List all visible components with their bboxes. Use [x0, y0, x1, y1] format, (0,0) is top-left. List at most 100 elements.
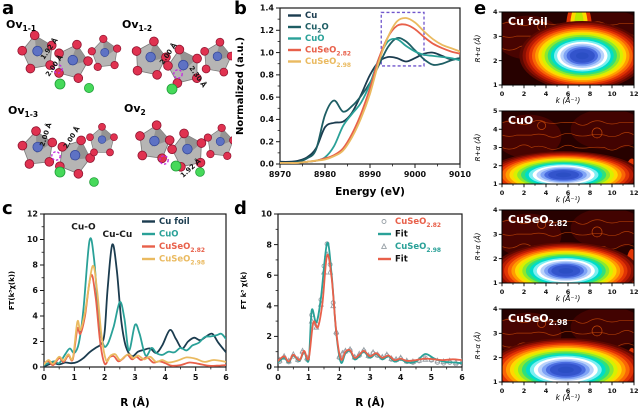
svg-text:1: 1 [306, 373, 312, 382]
svg-text:6: 6 [566, 387, 571, 395]
svg-text:CuO: CuO [159, 230, 179, 240]
svg-text:6: 6 [566, 288, 571, 296]
svg-text:0: 0 [500, 288, 505, 296]
svg-text:10: 10 [27, 235, 39, 244]
svg-text:4: 4 [493, 8, 498, 16]
svg-text:4: 4 [544, 189, 549, 197]
svg-text:R+α (Å): R+α (Å) [473, 232, 482, 260]
svg-text:4: 4 [544, 288, 549, 296]
svg-text:12: 12 [27, 210, 38, 219]
panel-label-e: e [474, 0, 487, 19]
svg-text:Cu-O: Cu-O [71, 222, 96, 232]
svg-text:R (Å): R (Å) [120, 396, 149, 409]
svg-text:1: 1 [72, 373, 78, 382]
svg-text:2: 2 [337, 373, 343, 382]
svg-text:2: 2 [32, 337, 38, 346]
svg-text:2: 2 [493, 57, 498, 65]
svg-text:6: 6 [266, 271, 272, 280]
oxygen-vacancy-icon [53, 64, 63, 74]
svg-text:10: 10 [607, 387, 617, 395]
svg-text:8: 8 [588, 387, 593, 395]
svg-text:4: 4 [544, 90, 549, 98]
svg-text:2: 2 [522, 288, 527, 296]
svg-text:12: 12 [629, 189, 638, 197]
svg-text:10: 10 [261, 210, 273, 219]
svg-text:0.8: 0.8 [260, 71, 275, 80]
svg-text:5: 5 [193, 373, 199, 382]
oxygen-vacancy-icon [159, 155, 169, 165]
svg-text:0.6: 0.6 [260, 93, 275, 102]
svg-text:R (Å): R (Å) [355, 396, 384, 409]
svg-text:k (Å⁻¹): k (Å⁻¹) [556, 195, 581, 204]
panel-b-xanes: b 8970 8980 8990 9000 9010 0.0 0.2 0.4 0.6 0.8 1.0… [232, 0, 472, 200]
svg-text:9010: 9010 [449, 170, 472, 179]
svg-text:8: 8 [588, 189, 593, 197]
svg-text:10: 10 [607, 288, 617, 296]
svg-text:Cu-Cu: Cu-Cu [103, 230, 133, 240]
svg-text:4: 4 [398, 373, 404, 382]
panel-label-b: b [234, 0, 247, 19]
svg-text:3: 3 [493, 330, 498, 338]
svg-text:Energy (eV): Energy (eV) [335, 186, 405, 198]
svg-text:12: 12 [629, 90, 638, 98]
svg-text:8: 8 [266, 240, 272, 249]
svg-text:Normalized (a.u.): Normalized (a.u.) [235, 37, 246, 135]
svg-text:8: 8 [588, 90, 593, 98]
svg-text:0: 0 [32, 363, 38, 372]
svg-text:9000: 9000 [404, 170, 427, 179]
svg-text:12: 12 [629, 387, 638, 395]
svg-text:0: 0 [500, 90, 505, 98]
svg-text:3: 3 [132, 373, 138, 382]
svg-text:3: 3 [493, 231, 498, 239]
svg-text:3: 3 [367, 373, 373, 382]
svg-text:0: 0 [41, 373, 47, 382]
svg-text:CuSeO2.82: CuSeO2.82 [159, 242, 205, 254]
svg-text:FT k³ χ(k): FT k³ χ(k) [240, 272, 248, 310]
svg-text:1.0: 1.0 [260, 48, 275, 57]
svg-text:0.0: 0.0 [260, 160, 275, 169]
svg-text:R+α (Å): R+α (Å) [473, 34, 482, 62]
svg-text:Cu foil: Cu foil [159, 217, 190, 227]
svg-text:Cu: Cu [305, 11, 317, 21]
svg-text:CuSeO2.98: CuSeO2.98 [508, 312, 568, 327]
svg-text:0: 0 [266, 363, 272, 372]
panel-d-ft-fit: d 0 1 2 3 4 5 6 0 2 4 6 8 10 R (Å) FT k³ χ(k) CuSeO2.82… [232, 200, 472, 411]
structure-ov1-2: 2.00 Å 2.30 Å [126, 32, 232, 95]
svg-text:8: 8 [588, 288, 593, 296]
svg-text:k (Å⁻¹): k (Å⁻¹) [556, 393, 581, 402]
svg-text:6: 6 [32, 286, 38, 295]
svg-text:0: 0 [275, 373, 281, 382]
svg-text:4: 4 [32, 312, 38, 321]
svg-text:4: 4 [493, 125, 498, 133]
svg-text:8970: 8970 [269, 170, 292, 179]
svg-text:CuSeO2.82: CuSeO2.82 [305, 46, 351, 58]
svg-text:2: 2 [493, 354, 498, 362]
svg-text:1.4: 1.4 [260, 4, 275, 13]
svg-text:2: 2 [266, 332, 272, 341]
svg-text:1: 1 [493, 378, 498, 386]
svg-text:10: 10 [607, 189, 617, 197]
svg-text:1.2: 1.2 [260, 26, 274, 35]
svg-text:1: 1 [493, 180, 498, 188]
svg-text:CuSeO2.98: CuSeO2.98 [159, 255, 205, 267]
ov1-1-label: Ov1-1 [6, 18, 36, 33]
svg-text:Cu foil: Cu foil [508, 15, 548, 28]
svg-text:Fit: Fit [395, 230, 408, 240]
svg-text:k (Å⁻¹): k (Å⁻¹) [556, 96, 581, 105]
svg-text:8990: 8990 [359, 170, 382, 179]
svg-text:CuO: CuO [305, 34, 325, 44]
panel-label-d: d [234, 198, 247, 219]
svg-text:CuSeO2.82: CuSeO2.82 [395, 217, 441, 229]
panel-label-a: a [2, 0, 15, 19]
panel-a-structures: a 1.9 [0, 0, 232, 200]
oxygen-vacancy-icon [173, 69, 183, 79]
ov2-label: Ov2 [124, 102, 146, 117]
svg-text:Cu2O: Cu2O [305, 23, 329, 35]
